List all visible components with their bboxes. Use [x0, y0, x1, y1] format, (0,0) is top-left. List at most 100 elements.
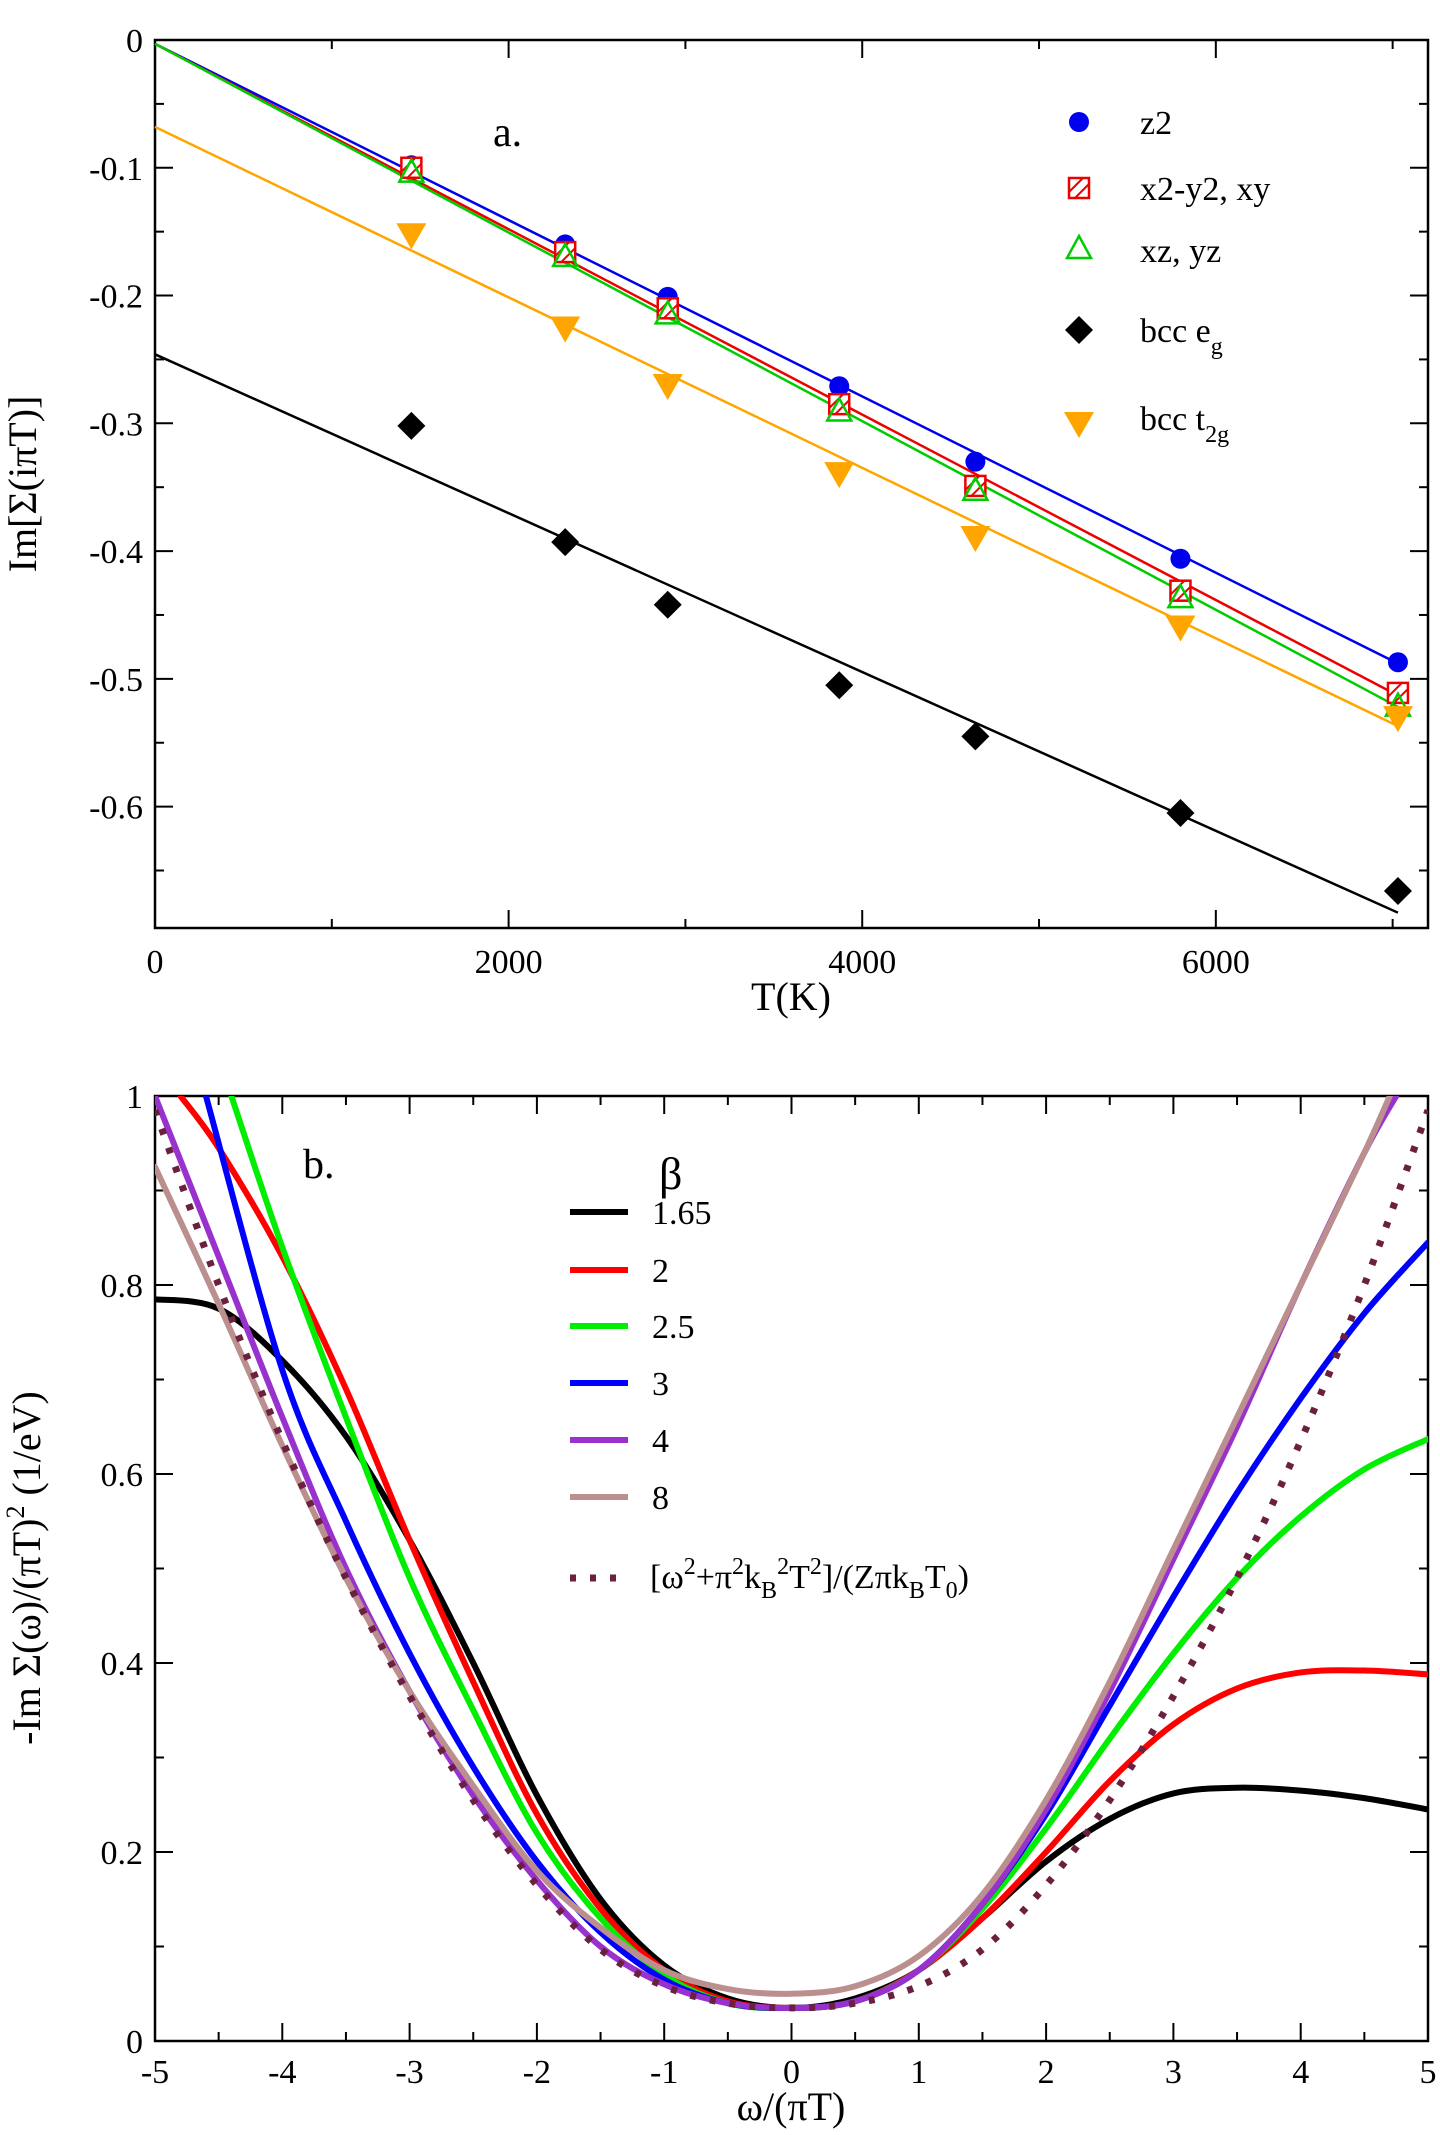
panel-b-ylabel: -Im Σ(ω)/(πT)2 (1/eV): [1, 1391, 49, 1745]
panel-b-letter: b.: [303, 1142, 335, 1188]
y-tick-label: 0: [126, 23, 143, 60]
marker-diamond: [1166, 799, 1195, 828]
legend-label: 3: [652, 1366, 669, 1403]
legend-label-main: bcc e: [1140, 313, 1211, 350]
x-tick-label: 6000: [1182, 944, 1250, 981]
x-tick-label: -2: [523, 2054, 551, 2091]
x-tick-label: -5: [141, 2054, 169, 2091]
marker-triangle-down: [652, 373, 683, 400]
y-tick-label: -0.3: [89, 406, 143, 443]
legend-label-sub: 2g: [1205, 422, 1229, 448]
marker-circle: [965, 451, 986, 472]
legend-entries: 1.65 2 2.5 3 4 8: [570, 1195, 712, 1582]
y-tick-label: 1: [126, 1079, 143, 1116]
marker-diamond: [551, 528, 580, 557]
y-tick-label: -0.6: [89, 790, 143, 827]
series-line: [202, 1096, 1428, 2012]
marker-circle: [829, 376, 850, 397]
fit-line: [154, 125, 1399, 728]
marker-triangle: [551, 241, 580, 268]
fit-line: [154, 42, 1399, 697]
ylabel-b-unit: (1/eV): [4, 1391, 49, 1505]
marker-hatch: [970, 481, 987, 497]
y-tick-label: 0.2: [101, 1835, 144, 1872]
panel-b-curves: [155, 1096, 1428, 2012]
legend-label-fit-formula: [ω2+π2kB2T2]/(ZπkBT0): [650, 1554, 969, 1604]
marker-hatch: [1387, 682, 1403, 698]
marker-triangle: [397, 156, 426, 183]
legend-entry-bcc-t2g: bcc t2g: [1064, 401, 1229, 448]
y-tick-label: 0.8: [101, 1268, 144, 1305]
marker-hatched-square: [656, 297, 679, 320]
marker-triangle-down: [396, 223, 427, 250]
y-tick-label: 0.4: [101, 1646, 144, 1683]
panel-a-ticks: 0 2000 4000 6000 0 -0.1 -0.2 -0.3 -0.4 -0.5 -0.6: [89, 23, 1428, 981]
legend-title-beta: β: [659, 1148, 682, 1199]
y-tick-label: -0.1: [89, 151, 143, 188]
marker-triangle-down: [1165, 615, 1196, 642]
marker-hatch: [1393, 688, 1409, 704]
marker-hatch: [828, 393, 844, 409]
y-tick-label: 0.6: [101, 1457, 144, 1494]
marker-square-box: [656, 297, 679, 320]
panel-b: -5 -4 -3 -2 -1 0 1 2 3 4 5 0 0.2 0.4 0.6 0.8 1 b. ω/(πT)…: [1, 1079, 1437, 2129]
panel-b-ticks: -5 -4 -3 -2 -1 0 1 2 3 4 5 0 0.2 0.4 0.6 0.8 1: [101, 1079, 1437, 2091]
legend-label: x2-y2, xy: [1140, 171, 1270, 208]
marker-triangle: [961, 475, 990, 501]
x-tick-label: -4: [268, 2054, 296, 2091]
marker-triangle: [825, 395, 854, 422]
marker-hatch: [1169, 579, 1186, 596]
ylabel-b-main: -Im Σ(ω)/(πT): [4, 1519, 49, 1745]
series-line: [155, 1296, 1428, 2011]
x-tick-label: -1: [650, 2054, 678, 2091]
legend-label: bcc eg: [1140, 313, 1223, 360]
legend-entry-z2: z2: [1069, 105, 1172, 142]
legend-label: xz, yz: [1140, 233, 1221, 270]
legend-entry-x2-y2-xy: x2-y2, xy: [1067, 171, 1270, 208]
panel-a-frame: [153, 38, 1430, 930]
x-tick-label: 0: [147, 944, 164, 981]
panel-a-letter: a.: [493, 110, 522, 156]
x-tick-label: 2000: [475, 944, 543, 981]
legend-label-main: bcc t: [1140, 401, 1206, 438]
x-tick-label: -3: [395, 2054, 423, 2091]
marker-triangle: [653, 298, 682, 325]
legend-entry-bcc-eg: bcc eg: [1065, 313, 1223, 360]
x-tick-label: 1: [910, 2054, 927, 2091]
y-tick-label: -0.4: [89, 534, 143, 571]
series-line: [228, 1096, 1428, 2012]
marker-hatch: [406, 163, 423, 179]
marker-hatched-square: [553, 240, 577, 264]
x-tick-label: 4: [1292, 2054, 1309, 2091]
marker-circle: [1387, 652, 1408, 673]
marker-diamond: [961, 722, 990, 751]
panel-a-xlabel: T(K): [751, 974, 831, 1019]
x-tick-label: 5: [1420, 2054, 1437, 2091]
marker-diamond: [397, 411, 426, 440]
legend-label: 8: [652, 1480, 669, 1517]
marker-hatch: [834, 399, 850, 415]
legend-marker-hatched-square: [1067, 176, 1091, 200]
legend-label: z2: [1140, 105, 1172, 142]
fit-line: [154, 42, 1399, 665]
panel-a: 0 2000 4000 6000 0 -0.1 -0.2 -0.3 -0.4 -0.5 -0.6 a…: [0, 23, 1430, 1019]
marker-hatch: [1175, 585, 1192, 602]
ylabel-b-sup: 2: [1, 1506, 30, 1519]
legend-entry-xz-yz: xz, yz: [1064, 233, 1221, 270]
legend-label: 2: [652, 1253, 669, 1290]
legend-label: 4: [652, 1423, 669, 1460]
fit-line: [154, 42, 1399, 709]
series-line: [177, 1096, 1428, 2011]
marker-triangle-down: [550, 316, 581, 343]
marker-hatch: [560, 247, 576, 263]
marker-triangle-down: [960, 526, 991, 553]
panel-a-legend: z2 x2-y2, xy xz, yz bcc eg bcc t2g: [1064, 105, 1270, 448]
legend-label: 1.65: [652, 1195, 712, 1232]
panel-a-markers: [396, 155, 1413, 905]
series-line-fit-formula: [155, 1108, 1428, 2012]
marker-triangle-down: [824, 462, 855, 489]
legend-marker-triangle: [1064, 233, 1094, 260]
x-tick-label: 4000: [828, 944, 896, 981]
marker-hatch: [663, 303, 679, 320]
